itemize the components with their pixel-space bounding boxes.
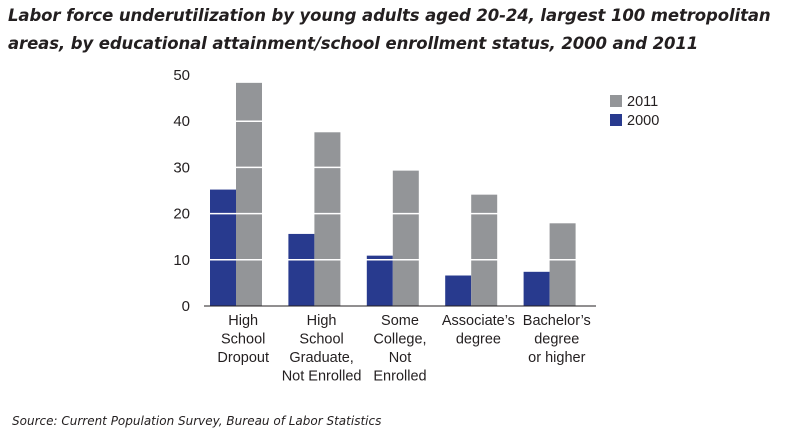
y-tick-label-10: 10 <box>173 252 190 269</box>
bar-2011-1 <box>314 132 341 306</box>
category-label-line: Enrolled <box>373 369 426 385</box>
category-label-line: Some <box>381 313 419 329</box>
bar-2011-3 <box>471 194 498 306</box>
gridlines-group <box>204 74 596 261</box>
bar-2000-3 <box>445 275 472 306</box>
category-label-1: High School Graduate, Not Enrolled <box>282 313 362 385</box>
category-label-line: Bachelor’s <box>523 313 591 329</box>
category-label-line: School <box>299 332 343 348</box>
bar-2000-1 <box>288 233 315 306</box>
category-label-line: High <box>228 313 258 329</box>
category-label-line: Associate’s <box>442 313 515 329</box>
category-label-line: Dropout <box>217 350 269 366</box>
bar-2000-4 <box>523 271 550 306</box>
legend-label-2011: 2011 <box>627 94 658 110</box>
source-note: Source: Current Population Survey, Burea… <box>12 414 382 428</box>
category-label-line: Not <box>389 350 412 366</box>
y-tick-label-30: 30 <box>173 159 190 176</box>
category-label-4: Bachelor’s degree or higher <box>523 313 591 366</box>
bar-2011-4 <box>549 223 576 306</box>
y-tick-label-50: 50 <box>173 67 190 84</box>
category-label-line: degree <box>456 332 501 348</box>
category-label-line: Graduate, <box>289 350 354 366</box>
y-tick-labels: 0 10 20 30 40 50 <box>173 67 190 315</box>
bars-group <box>210 82 576 306</box>
category-label-line: College, <box>373 332 426 348</box>
bar-2000-0 <box>210 189 236 306</box>
category-label-line: or higher <box>528 350 585 366</box>
category-label-line: High <box>307 313 337 329</box>
category-label-line: Not Enrolled <box>282 369 362 385</box>
category-label-3: Associate’s degree <box>442 313 515 348</box>
y-tick-label-20: 20 <box>173 206 190 223</box>
category-label-line: degree <box>534 332 579 348</box>
category-label-0: High School Dropout <box>217 313 269 366</box>
y-tick-label-40: 40 <box>173 113 190 130</box>
category-label-line: School <box>221 332 265 348</box>
legend: 2011 2000 <box>610 94 659 129</box>
legend-label-2000: 2000 <box>627 113 659 129</box>
y-tick-label-0: 0 <box>182 298 190 315</box>
bar-2011-0 <box>236 82 262 306</box>
category-labels: High School Dropout High School Graduate, Not … <box>217 313 590 385</box>
bar-2000-2 <box>366 255 393 306</box>
chart-title: Labor force underutilization by young ad… <box>8 6 771 53</box>
legend-swatch-2011 <box>610 95 622 107</box>
category-label-2: Some College, Not Enrolled <box>373 313 426 385</box>
bar-2011-2 <box>392 170 419 306</box>
legend-swatch-2000 <box>610 114 622 126</box>
